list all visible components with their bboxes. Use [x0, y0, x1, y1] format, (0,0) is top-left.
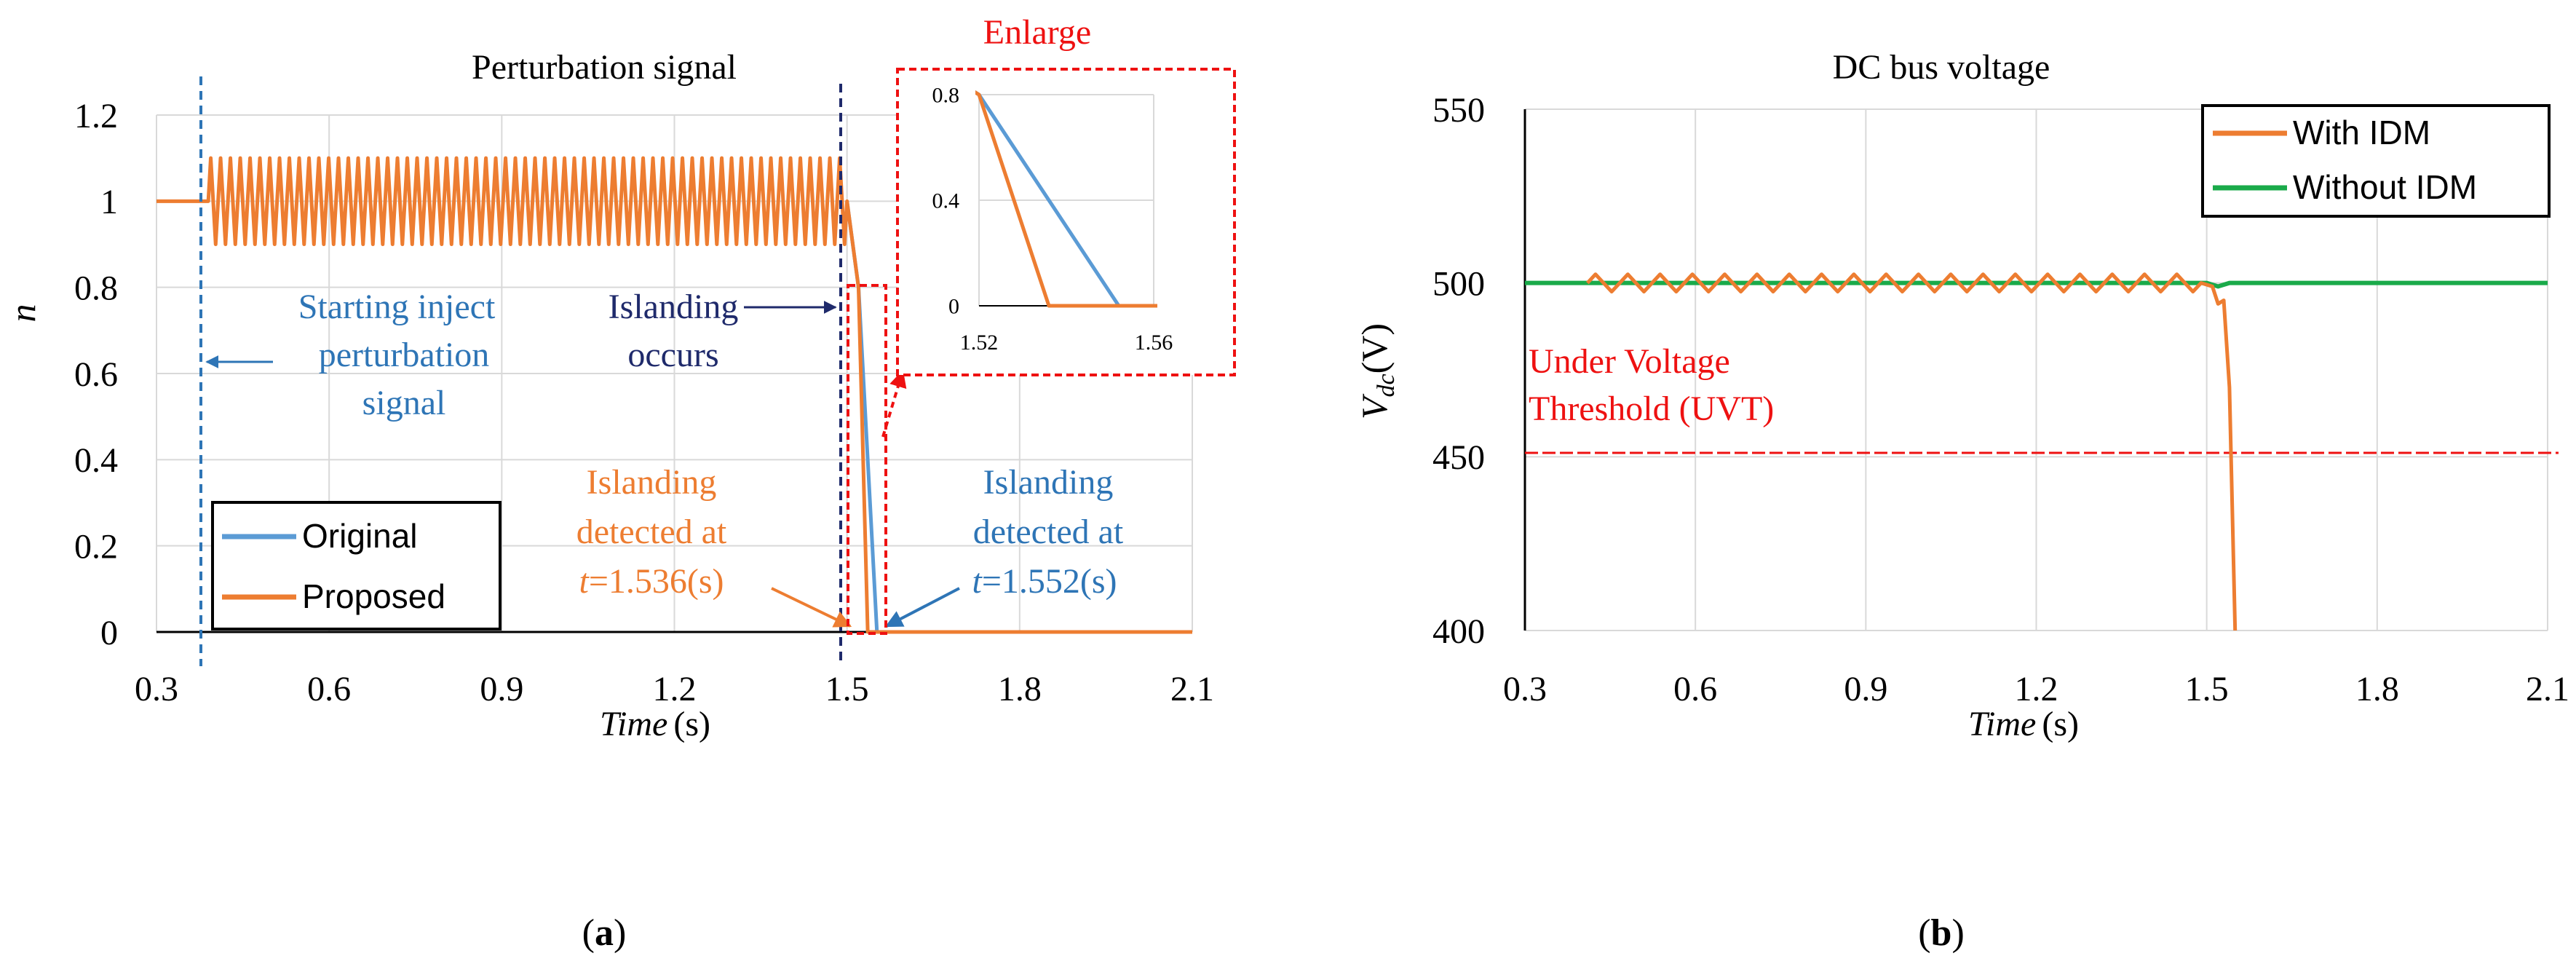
chart-b-series — [1525, 272, 2548, 631]
annotation-proposed-t: t — [579, 562, 590, 601]
annotation-original-line3: t=1.552(s) — [972, 562, 1117, 601]
inset-series — [975, 90, 1157, 308]
annotation-original-arrow — [884, 587, 960, 628]
inset-y-tick-label: 0.8 — [932, 84, 960, 108]
annotation-proposed-time: =1.536(s) — [589, 562, 724, 601]
caption-b: (b) — [1918, 912, 1965, 954]
legend-with-idm-label: With IDM — [2293, 114, 2430, 151]
chart-a-ylabel: n — [2, 304, 43, 323]
chart-b-ylabel-v: V — [1354, 393, 1395, 419]
inset-x-tick-label: 1.52 — [960, 331, 999, 355]
chart-a-title: Perturbation signal — [472, 48, 737, 87]
y-tick-label: 550 — [1432, 91, 1485, 130]
x-tick-label: 2.1 — [1170, 670, 1214, 708]
threshold-annotation: Under Voltage Threshold (UVT) — [1529, 342, 1774, 428]
enlarge-label: Enlarge — [983, 13, 1091, 52]
chart-a-xlabel-time: Time — [600, 705, 667, 743]
x-tick-label: 0.9 — [480, 670, 523, 708]
legend-original-label: Original — [302, 517, 418, 555]
inset-y-tick-label: 0.4 — [932, 189, 960, 213]
y-tick-label: 0.8 — [74, 269, 118, 307]
caption-b-letter: b — [1931, 912, 1952, 954]
y-tick-label: 450 — [1432, 438, 1485, 477]
series-without-idm-line — [1525, 280, 2548, 289]
threshold-line2: Threshold (UVT) — [1529, 390, 1774, 428]
annotation-original-detect: Islanding detected at t=1.552(s) — [972, 463, 1123, 601]
chart-a-tick-labels: 0 0.2 0.4 0.6 0.8 1 1.2 0.3 0.6 0.9 1.2 1.5 1.8 2.1 — [74, 97, 1214, 708]
legend-without-idm-label: Without IDM — [2293, 168, 2477, 206]
annotation-islanding-line1: Islanding — [609, 288, 739, 326]
zoom-box — [847, 284, 887, 635]
x-tick-label: 1.5 — [825, 670, 869, 708]
chart-a-xlabel-unit: (s) — [673, 705, 710, 743]
annotation-original-line2: detected at — [973, 513, 1124, 551]
x-tick-label: 0.9 — [1844, 670, 1887, 708]
series-with-idm-line — [1586, 272, 2238, 631]
y-tick-label: 1 — [100, 183, 118, 221]
annotation-inject-line3: signal — [362, 384, 446, 422]
y-tick-label: 0.6 — [74, 355, 118, 394]
chart-b-xlabel-unit: (s) — [2042, 705, 2079, 743]
inset-y-tick-label: 0 — [948, 295, 959, 319]
annotation-inject: Starting inject perturbation signal — [298, 288, 496, 422]
annotation-original-line1: Islanding — [983, 463, 1114, 502]
y-tick-label: 0.2 — [74, 527, 118, 566]
x-tick-label: 0.3 — [135, 670, 178, 708]
annotation-proposed-line2: detected at — [576, 513, 727, 551]
caption-a-letter: a — [595, 912, 614, 954]
annotation-islanding: Islanding occurs — [609, 288, 739, 374]
chart-b-legend: With IDM Without IDM — [2201, 104, 2551, 218]
x-tick-label: 1.2 — [653, 670, 697, 708]
annotation-proposed-line1: Islanding — [587, 463, 717, 502]
annotation-islanding-line2: occurs — [627, 336, 718, 374]
x-tick-label: 1.5 — [2185, 670, 2229, 708]
chart-b-xlabel: Time (s) — [1968, 705, 2079, 743]
chart-b-tick-labels: 400 450 500 550 0.3 0.6 0.9 1.2 1.5 1.8 2.1 — [1432, 91, 2569, 708]
y-tick-label: 0 — [100, 614, 118, 652]
caption-a: (a) — [582, 912, 627, 954]
annotation-inject-line2: perturbation — [319, 336, 490, 374]
x-tick-label: 1.2 — [2015, 670, 2058, 708]
annotation-proposed-detect: Islanding detected at t=1.536(s) — [576, 463, 727, 601]
y-tick-label: 500 — [1432, 264, 1485, 303]
legend-proposed-label: Proposed — [302, 577, 445, 615]
x-tick-label: 0.3 — [1503, 670, 1547, 708]
chart-a-series — [156, 156, 1192, 634]
inset-x-tick-label: 1.56 — [1135, 331, 1173, 355]
chart-b-ylabel-unit: (V) — [1354, 323, 1395, 374]
inset-original-line — [975, 90, 1157, 308]
chart-b-ylabel: Vdc(V) — [1354, 323, 1400, 419]
y-tick-label: 1.2 — [74, 97, 118, 135]
annotation-inject-line1: Starting inject — [298, 288, 496, 326]
x-tick-label: 1.8 — [2355, 670, 2399, 708]
x-tick-label: 0.6 — [1673, 670, 1717, 708]
chart-b: DC bus voltage 400 450 500 550 0.3 0.6 0.9 1.2 1… — [1354, 48, 2569, 954]
annotation-proposed-arrow — [771, 587, 852, 628]
y-tick-label: 0.4 — [74, 441, 118, 480]
series-proposed-line — [156, 156, 1192, 634]
x-tick-label: 0.6 — [307, 670, 351, 708]
chart-a: Perturbation signal 0 0.2 0.4 0.6 0.8 1 1.2 0.3… — [2, 13, 1236, 954]
chart-b-title: DC bus voltage — [1833, 48, 2050, 87]
x-tick-label: 2.1 — [2526, 670, 2569, 708]
annotation-original-t: t — [972, 562, 983, 601]
annotation-original-time: =1.552(s) — [982, 562, 1117, 601]
inset-tick-labels: 0 0.4 0.8 1.52 1.56 — [932, 84, 1173, 355]
threshold-line1: Under Voltage — [1529, 342, 1730, 381]
chart-b-legend-frame — [2201, 104, 2551, 218]
chart-a-legend: Original Proposed — [211, 501, 502, 631]
x-tick-label: 1.8 — [998, 670, 1042, 708]
y-tick-label: 400 — [1432, 612, 1485, 651]
chart-a-xlabel: Time (s) — [600, 705, 710, 743]
inset-frame — [896, 68, 1236, 376]
zoom-arrow — [881, 369, 907, 438]
inset-chart: Enlarge 0 0.4 0.8 1.52 1.56 — [896, 13, 1236, 376]
chart-b-ylabel-sub: dc — [1373, 374, 1400, 397]
annotation-proposed-line3: t=1.536(s) — [579, 562, 724, 601]
chart-b-xlabel-time: Time — [1968, 705, 2036, 743]
chart-a-legend-frame — [211, 501, 502, 631]
